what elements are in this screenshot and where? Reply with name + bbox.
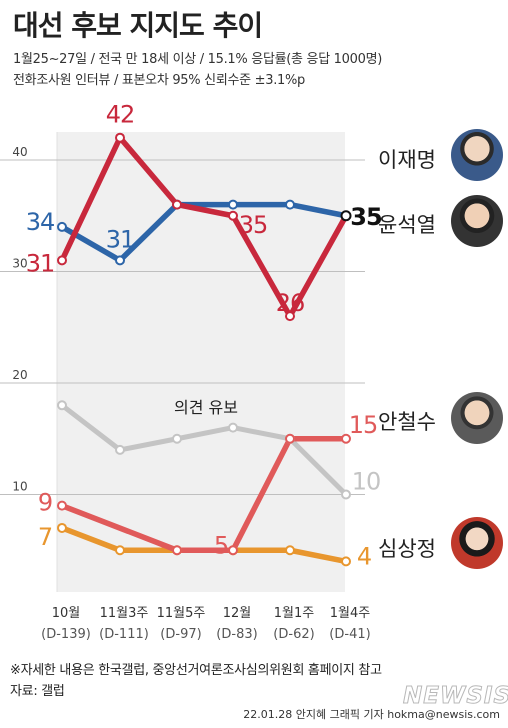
x-sublabel-1: (D-111)	[99, 627, 149, 642]
x-label-0: 10월	[52, 606, 81, 621]
newsis-logo: NEWSIS	[402, 683, 508, 710]
x-label-2: 11월5주	[157, 606, 206, 621]
data-label-lee-0: 34	[26, 208, 55, 236]
legend-yoon: 윤석열	[378, 213, 436, 237]
legend-undecided: 의견 유보	[174, 398, 238, 417]
y-axis: 10 20 30 40	[12, 145, 27, 494]
legend-ahn: 안철수	[378, 410, 436, 434]
data-label-ahn-0: 9	[38, 489, 52, 517]
data-label-undecided-5: 10	[352, 468, 381, 496]
x-sublabel-3: (D-83)	[216, 627, 257, 642]
series-lines	[59, 134, 349, 565]
x-label-1: 11월3주	[100, 606, 149, 621]
point-yoon-5	[340, 210, 352, 222]
point-lee-0	[57, 221, 67, 232]
series-line-undecided	[59, 402, 349, 497]
point-undecided-5	[341, 489, 351, 500]
legend-lee: 이재명	[378, 148, 436, 172]
legend-sim: 심상정	[378, 537, 436, 561]
x-axis: 10월 (D-139) 11월3주 (D-111) 11월5주 (D-97) 12월 (D-8…	[41, 606, 371, 642]
point-lee-4	[285, 199, 295, 210]
x-label-3: 12월	[223, 606, 252, 621]
point-sim-1	[115, 545, 125, 556]
point-undecided-3	[228, 422, 238, 433]
data-labels: 10 7 4 9 5 15 34 31 31 42 35 26 35	[26, 101, 383, 571]
point-lee-1	[115, 255, 125, 266]
data-label-yoon-3: 35	[239, 211, 268, 239]
point-undecided-2	[172, 433, 182, 444]
point-ahn-2	[172, 545, 182, 556]
point-lee-3	[228, 199, 238, 210]
source: 자료: 갤럽	[10, 684, 65, 699]
data-points	[57, 132, 352, 567]
data-label-ahn-5: 15	[349, 411, 378, 439]
x-sublabel-2: (D-97)	[160, 627, 201, 642]
survey-method: 전화조사원 인터뷰 / 표본오차 95% 신뢰수준 ±3.1%p	[13, 73, 306, 88]
y-tick-20: 20	[12, 368, 27, 382]
data-label-lee-1: 31	[106, 225, 135, 253]
series-line-yoon	[59, 134, 349, 319]
point-yoon-2	[172, 199, 182, 210]
y-tick-10: 10	[12, 480, 27, 494]
lee-photo	[451, 129, 503, 181]
point-sim-5	[341, 556, 351, 567]
data-label-sim-5: 4	[357, 542, 371, 570]
point-yoon-0	[57, 255, 67, 266]
data-label-yoon-0: 31	[26, 249, 55, 277]
data-label-sim-0: 7	[38, 523, 52, 551]
data-label-yoon-4: 26	[276, 289, 305, 317]
y-tick-30: 30	[12, 257, 27, 271]
point-yoon-1	[115, 132, 125, 143]
credit: 22.01.28 안지혜 그래픽 기자 hokma@newsis.com	[243, 708, 500, 721]
x-sublabel-0: (D-139)	[41, 627, 91, 642]
point-yoon-3	[228, 210, 238, 221]
data-label-yoon-1: 42	[106, 101, 135, 129]
grid-lines	[0, 159, 365, 495]
point-ahn-4	[285, 433, 295, 444]
yoon-photo	[451, 195, 503, 247]
point-undecided-0	[57, 400, 67, 411]
chart-title: 대선 후보 지지도 추이	[13, 9, 263, 42]
point-yoon-4	[285, 311, 295, 322]
x-label-4: 1월1주	[274, 606, 315, 621]
survey-info: 1월25~27일 / 전국 만 18세 이상 / 15.1% 응답률(총 응답 …	[13, 52, 382, 67]
point-ahn-0	[57, 500, 67, 511]
point-undecided-1	[115, 444, 125, 455]
series-line-lee	[59, 201, 349, 264]
point-ahn-3	[228, 545, 238, 556]
point-ahn-5	[341, 433, 351, 444]
sim-photo	[451, 517, 503, 569]
point-sim-4	[285, 545, 295, 556]
y-tick-40: 40	[12, 145, 27, 159]
point-sim-0	[57, 522, 67, 533]
footnote: ※자세한 내용은 한국갤럽, 중앙선거여론조사심의위원회 홈페이지 참고	[10, 663, 382, 678]
x-sublabel-4: (D-62)	[273, 627, 314, 642]
ahn-photo	[451, 392, 503, 444]
data-label-ahn-3: 5	[214, 531, 228, 559]
x-label-5: 1월4주	[330, 606, 371, 621]
data-label-yoon-5: 35	[350, 203, 382, 231]
x-sublabel-5: (D-41)	[329, 627, 370, 642]
